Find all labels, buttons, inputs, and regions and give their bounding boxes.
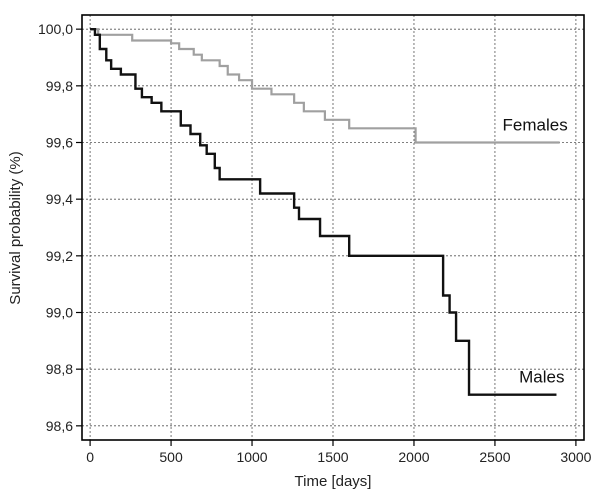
series-labels: Females Males (503, 116, 568, 387)
y-tick-label: 99,0 (46, 305, 73, 321)
y-tick-label: 99,2 (46, 248, 73, 264)
x-tick-label: 3000 (560, 449, 591, 465)
series-label-males: Males (519, 368, 564, 387)
grid-lines (82, 15, 584, 440)
y-tick-label: 99,8 (46, 78, 73, 94)
axis-ticks (76, 28, 577, 446)
tick-labels: 0 500 1000 1500 2000 2500 3000 98,6 98,8 99,0 99,2… (38, 21, 592, 465)
x-tick-label: 0 (86, 449, 94, 465)
x-tick-label: 2000 (398, 449, 429, 465)
y-axis-label: Survival probability (%) (7, 151, 24, 304)
series-line-females (90, 28, 560, 144)
x-tick-label: 1000 (236, 449, 267, 465)
y-tick-label: 99,6 (46, 135, 73, 151)
y-tick-label: 100,0 (38, 21, 73, 37)
series-lines (90, 27, 560, 396)
series-line-males (90, 27, 557, 396)
y-tick-label: 98,8 (46, 361, 73, 377)
x-tick-label: 1500 (317, 449, 348, 465)
series-label-females: Females (503, 116, 568, 135)
x-axis-label: Time [days] (295, 473, 372, 490)
y-tick-label: 98,6 (46, 418, 73, 434)
x-tick-label: 2500 (479, 449, 510, 465)
y-tick-label: 99,4 (46, 191, 73, 207)
x-tick-label: 500 (159, 449, 183, 465)
